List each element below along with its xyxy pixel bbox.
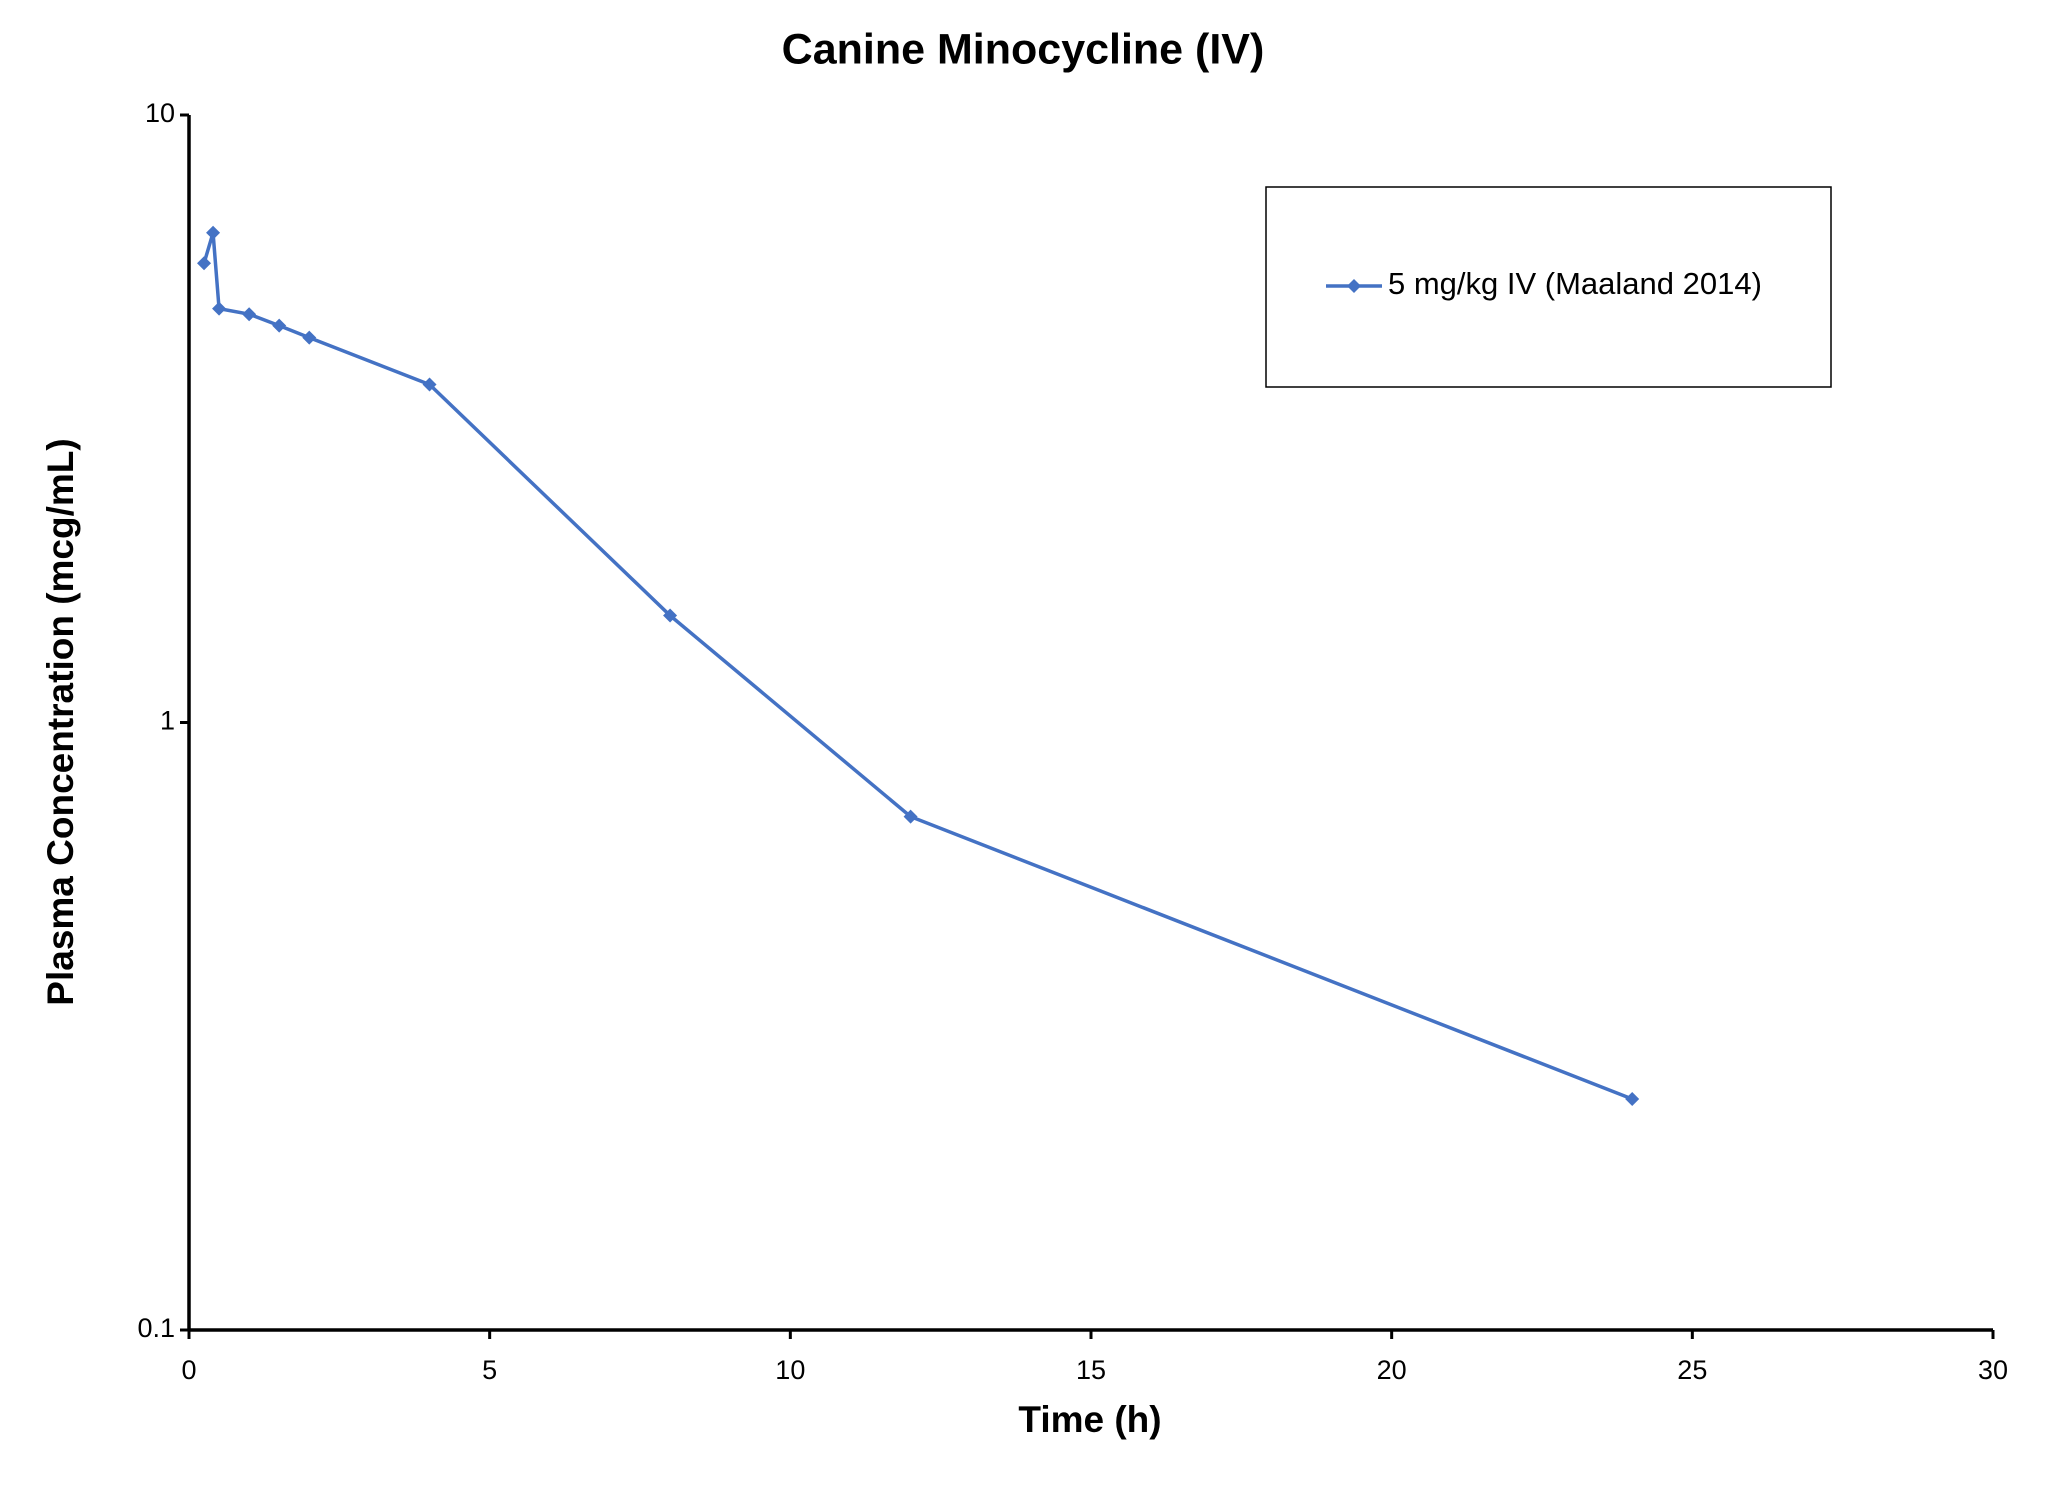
y-tick-label: 1 — [160, 706, 175, 736]
series-line — [202, 232, 1633, 1101]
legend-label: 5 mg/kg IV (Maaland 2014) — [1388, 266, 1762, 301]
data-point — [197, 256, 212, 271]
data-point — [302, 330, 317, 345]
y-tick-label: 0.1 — [137, 1313, 175, 1343]
x-tick-label: 20 — [1377, 1355, 1407, 1385]
data-point — [903, 809, 918, 824]
data-point — [272, 318, 287, 333]
legend-marker — [1347, 279, 1361, 293]
data-point — [206, 225, 221, 240]
chart-title: Canine Minocycline (IV) — [782, 25, 1265, 73]
x-tick-label: 30 — [1978, 1355, 2008, 1385]
data-point — [1625, 1092, 1640, 1107]
data-point — [422, 377, 437, 392]
x-axis-title: Time (h) — [1018, 1399, 1161, 1440]
x-tick-label: 10 — [775, 1355, 805, 1385]
x-tick-label: 5 — [482, 1355, 497, 1385]
data-point — [212, 301, 227, 316]
x-tick-label: 25 — [1677, 1355, 1707, 1385]
data-point — [242, 307, 257, 322]
data-point — [663, 608, 678, 623]
y-axis-title: Plasma Concentration (mcg/mL) — [40, 438, 81, 1005]
x-tick-label: 0 — [181, 1355, 196, 1385]
x-tick-label: 15 — [1076, 1355, 1106, 1385]
y-tick-label: 10 — [145, 98, 175, 128]
